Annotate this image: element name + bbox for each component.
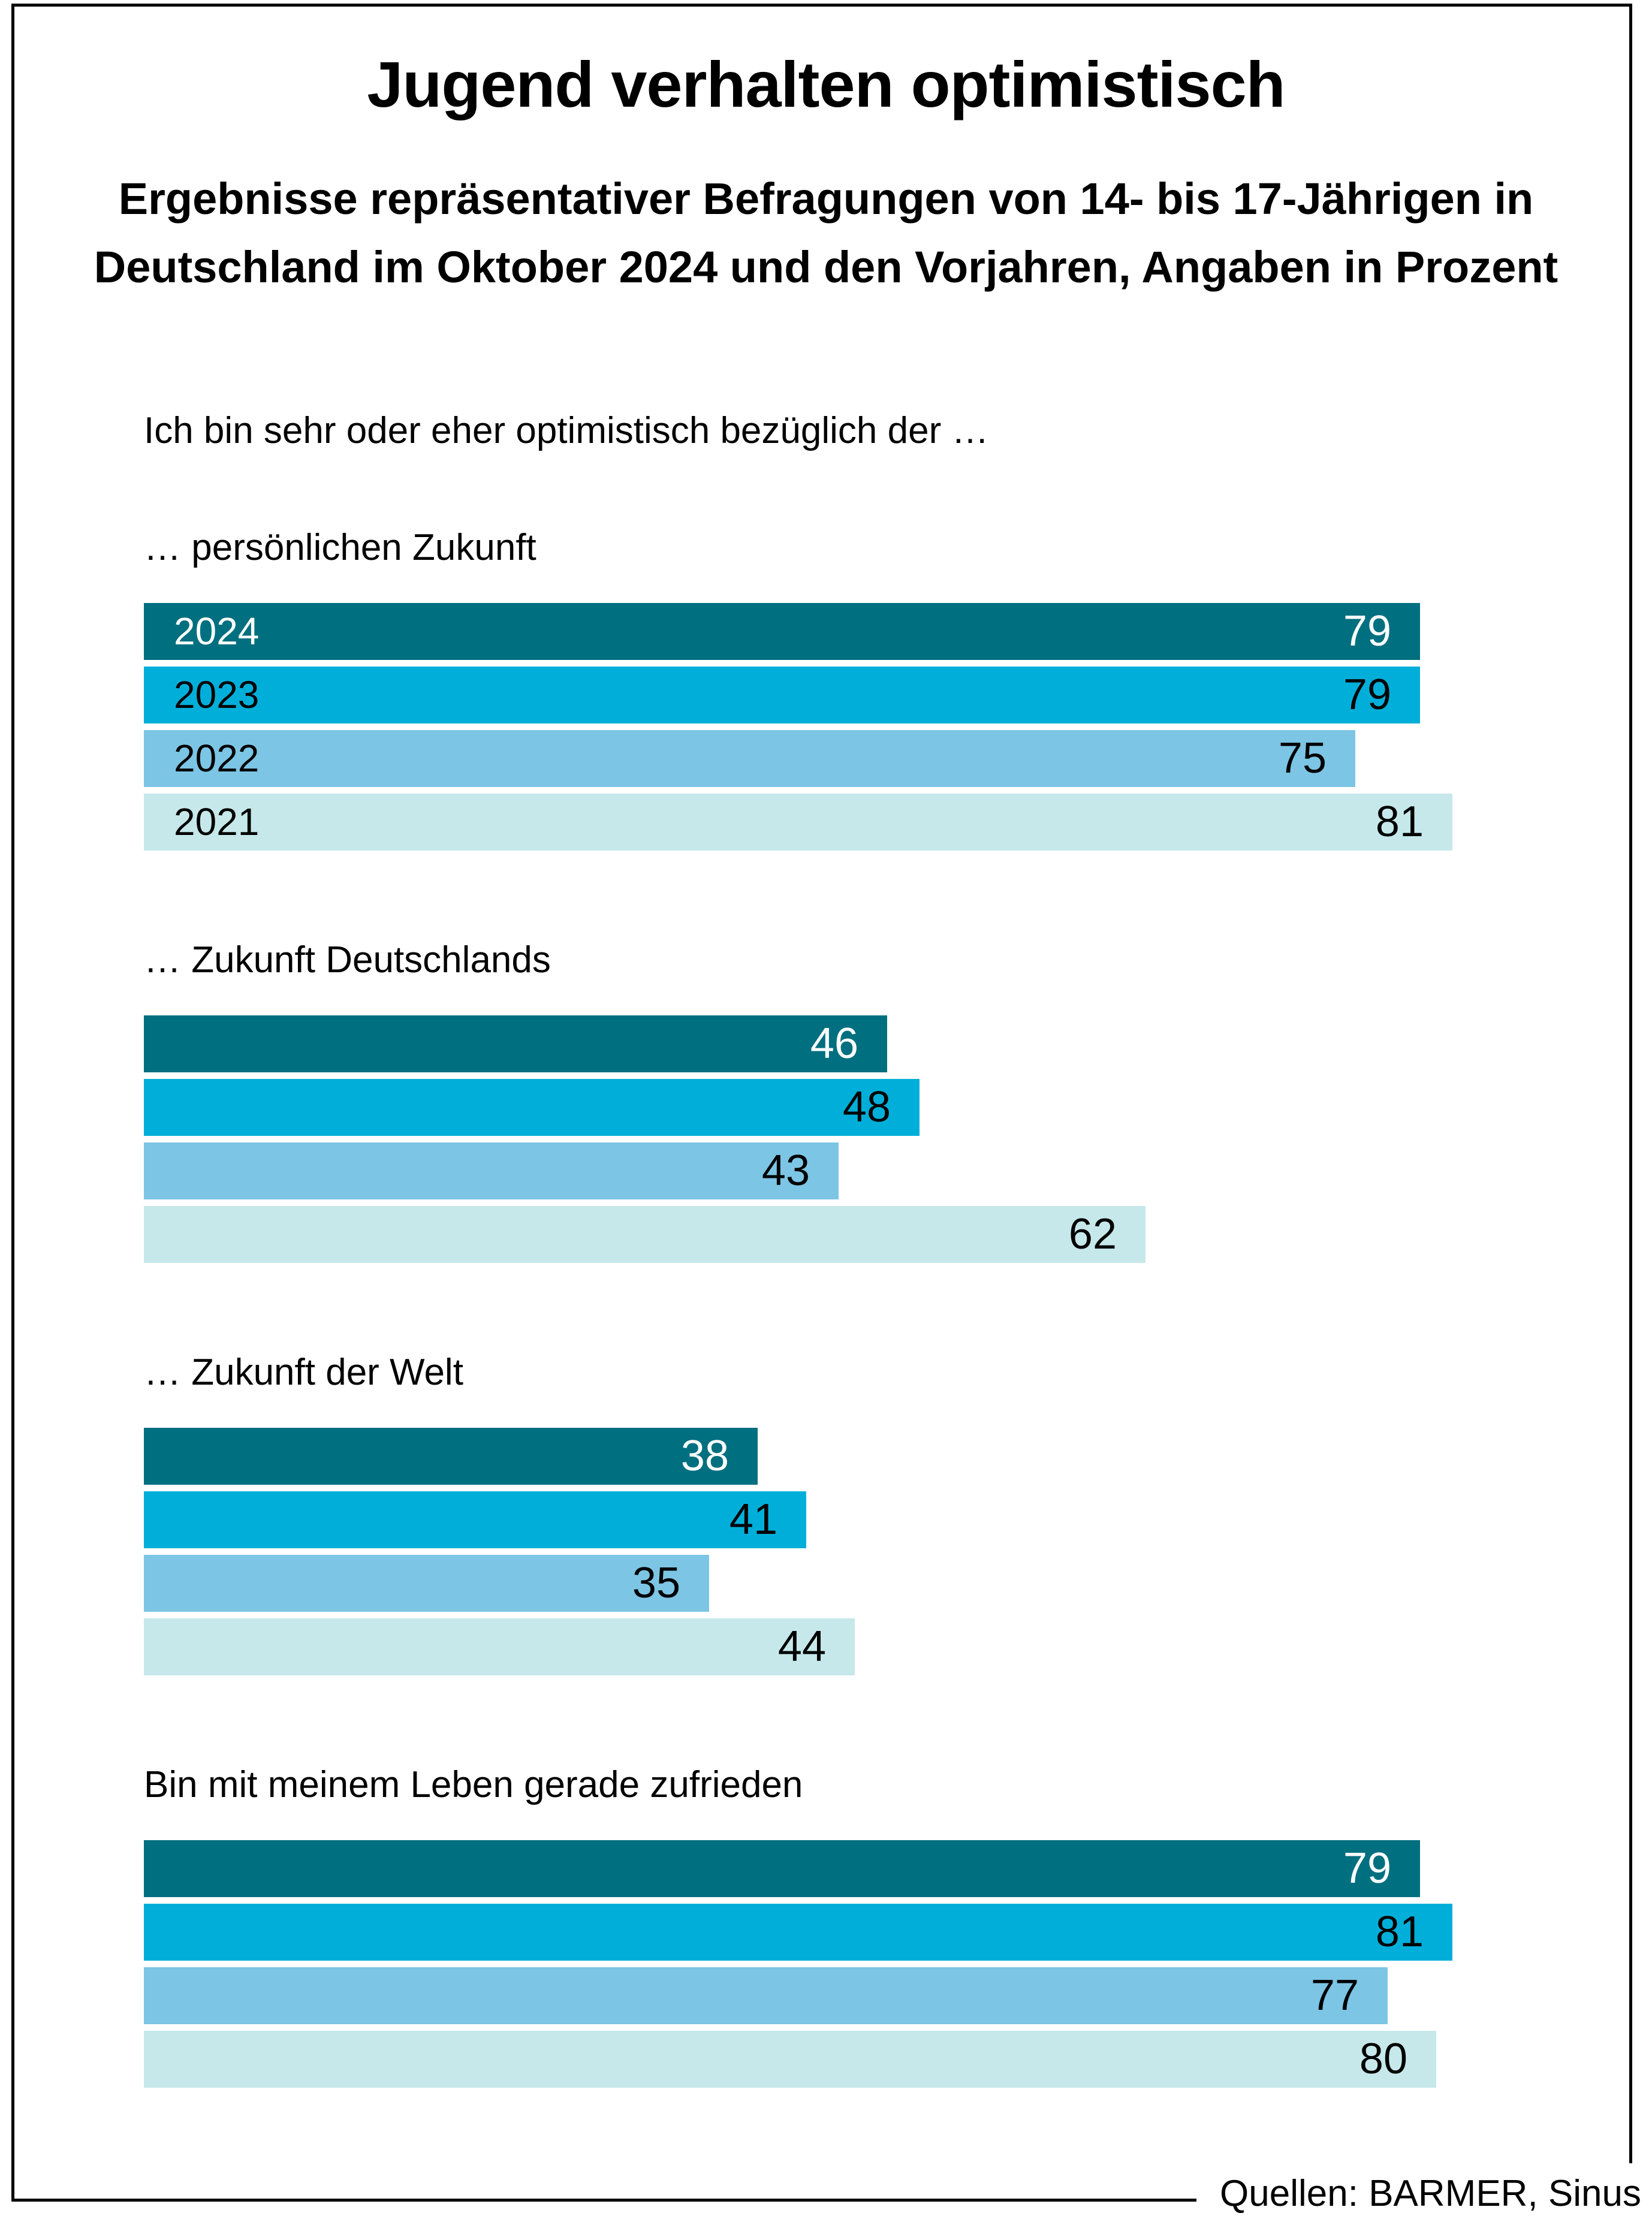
bar-2021: 62: [144, 1206, 1145, 1263]
legend-year-label: 2023: [174, 673, 260, 716]
chart-title: Jugend verhalten optimistisch: [367, 48, 1285, 120]
bar-2024: 2024 79: [144, 603, 1420, 660]
bar-2023: 2023 79: [144, 667, 1420, 723]
data-label: 48: [842, 1083, 891, 1131]
frame-border-right: [1629, 4, 1632, 2163]
chart-subtitle: Ergebnisse repräsentativer Befragungen v…: [36, 165, 1616, 302]
bar-2021: 2021 81: [144, 794, 1452, 851]
question-intro: Ich bin sehr oder eher optimistisch bezü…: [144, 410, 989, 451]
bar-2021: 44: [144, 1618, 855, 1675]
bar-2022: 2022 75: [144, 730, 1355, 787]
frame-border-top: [11, 4, 1632, 7]
source-note: Quellen: BARMER, Sinus: [1220, 2173, 1641, 2214]
frame-border-left: [11, 4, 14, 2202]
bar-2023: 48: [144, 1079, 920, 1136]
data-label: 80: [1359, 2035, 1407, 2083]
bar-2023: 81: [144, 1904, 1452, 1961]
data-label: 77: [1310, 1971, 1359, 2019]
data-label: 79: [1343, 671, 1391, 719]
data-label: 79: [1343, 1844, 1391, 1892]
data-label: 79: [1343, 607, 1391, 655]
category-label: … Zukunft der Welt: [144, 1352, 463, 1393]
legend-year-label: 2024: [174, 610, 260, 653]
frame-border-bottom: [11, 2199, 1196, 2202]
data-label: 44: [777, 1623, 826, 1671]
data-label: 81: [1375, 1908, 1424, 1956]
data-label: 38: [680, 1432, 729, 1480]
bar-2023: 41: [144, 1491, 806, 1548]
data-label: 62: [1068, 1210, 1117, 1258]
bar-2022: 43: [144, 1142, 839, 1199]
data-label: 35: [632, 1559, 680, 1607]
data-label: 46: [810, 1020, 858, 1068]
category-label: … Zukunft Deutschlands: [144, 939, 551, 981]
bar-2022: 35: [144, 1555, 709, 1612]
data-label: 41: [729, 1496, 777, 1543]
subtitle-line-1: Ergebnisse repräsentativer Befragungen v…: [118, 174, 1534, 224]
bar-2024: 79: [144, 1840, 1420, 1897]
legend-year-label: 2021: [174, 800, 260, 843]
category-label: Bin mit meinem Leben gerade zufrieden: [144, 1764, 803, 1805]
data-label: 43: [761, 1147, 810, 1195]
subtitle-line-2: Deutschland im Oktober 2024 und den Vorj…: [94, 242, 1558, 292]
legend-year-label: 2022: [174, 737, 260, 780]
data-label: 81: [1375, 798, 1424, 846]
bar-2022: 77: [144, 1967, 1388, 2024]
data-label: 75: [1278, 734, 1327, 782]
bar-2024: 38: [144, 1428, 758, 1485]
category-label: … persönlichen Zukunft: [144, 527, 536, 568]
bar-2024: 46: [144, 1015, 887, 1072]
bar-2021: 80: [144, 2031, 1436, 2088]
